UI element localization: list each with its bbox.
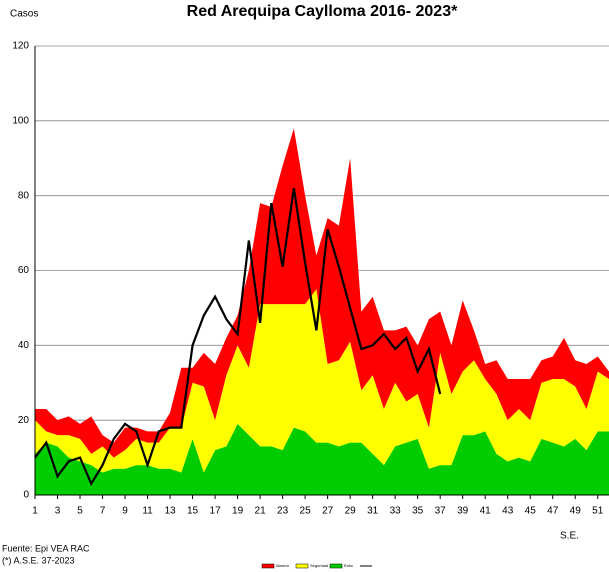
x-tick-label: 39 <box>457 506 469 517</box>
note: (*) A.S.E. 37-2023 <box>2 555 75 565</box>
chart-title: Red Arequipa Caylloma 2016- 2023* <box>187 3 458 20</box>
area <box>35 423 609 495</box>
legend-swatch <box>295 563 309 569</box>
y-tick-label: 60 <box>18 265 30 276</box>
x-tick-label: 31 <box>367 506 379 517</box>
area <box>35 289 609 473</box>
line <box>34 188 442 487</box>
legend-swatch <box>329 563 343 569</box>
x-tick-label: 25 <box>300 506 312 517</box>
y-tick-label: 100 <box>12 115 29 126</box>
x-tick-label: 7 <box>100 506 106 517</box>
legend-label: Seguridad <box>310 563 328 568</box>
x-tick-label: 35 <box>412 506 424 517</box>
x-tick-label: 41 <box>480 506 492 517</box>
x-tick-label: 29 <box>345 506 357 517</box>
x-tick-label: 13 <box>164 506 176 517</box>
y-tick-label: 120 <box>12 41 29 52</box>
y-tick-label: 20 <box>18 415 30 426</box>
legend-label: Éxito <box>344 563 354 568</box>
y-tick-label: 80 <box>18 190 30 201</box>
source: Fuente: Epi VEA RAC <box>2 543 90 553</box>
y-tick-label: 0 <box>23 490 29 501</box>
x-tick-label: 33 <box>390 506 402 517</box>
x-tick-label: 15 <box>187 506 199 517</box>
x-tick-label: 21 <box>255 506 267 517</box>
y-tick-label: 40 <box>18 340 30 351</box>
x-tick-label: 19 <box>232 506 244 517</box>
legend-label: Alarma <box>276 563 289 568</box>
x-tick-label: 23 <box>277 506 289 517</box>
x-tick-label: 3 <box>55 506 61 517</box>
x-tick-label: 47 <box>547 506 559 517</box>
x-tick-label: 49 <box>570 506 582 517</box>
x-tick-label: 1 <box>32 506 38 517</box>
y-axis-label: Casos <box>10 9 38 20</box>
x-tick-label: 5 <box>77 506 83 517</box>
area <box>35 128 609 458</box>
x-tick-label: 27 <box>322 506 334 517</box>
x-axis-label: S.E. <box>560 531 579 542</box>
x-tick-label: 43 <box>502 506 514 517</box>
x-tick-label: 51 <box>592 506 604 517</box>
x-tick-label: 9 <box>122 506 128 517</box>
x-tick-label: 17 <box>210 506 222 517</box>
x-tick-label: 37 <box>435 506 447 517</box>
x-tick-label: 11 <box>142 506 153 517</box>
legend-swatch <box>261 563 275 569</box>
x-tick-label: 45 <box>525 506 537 517</box>
